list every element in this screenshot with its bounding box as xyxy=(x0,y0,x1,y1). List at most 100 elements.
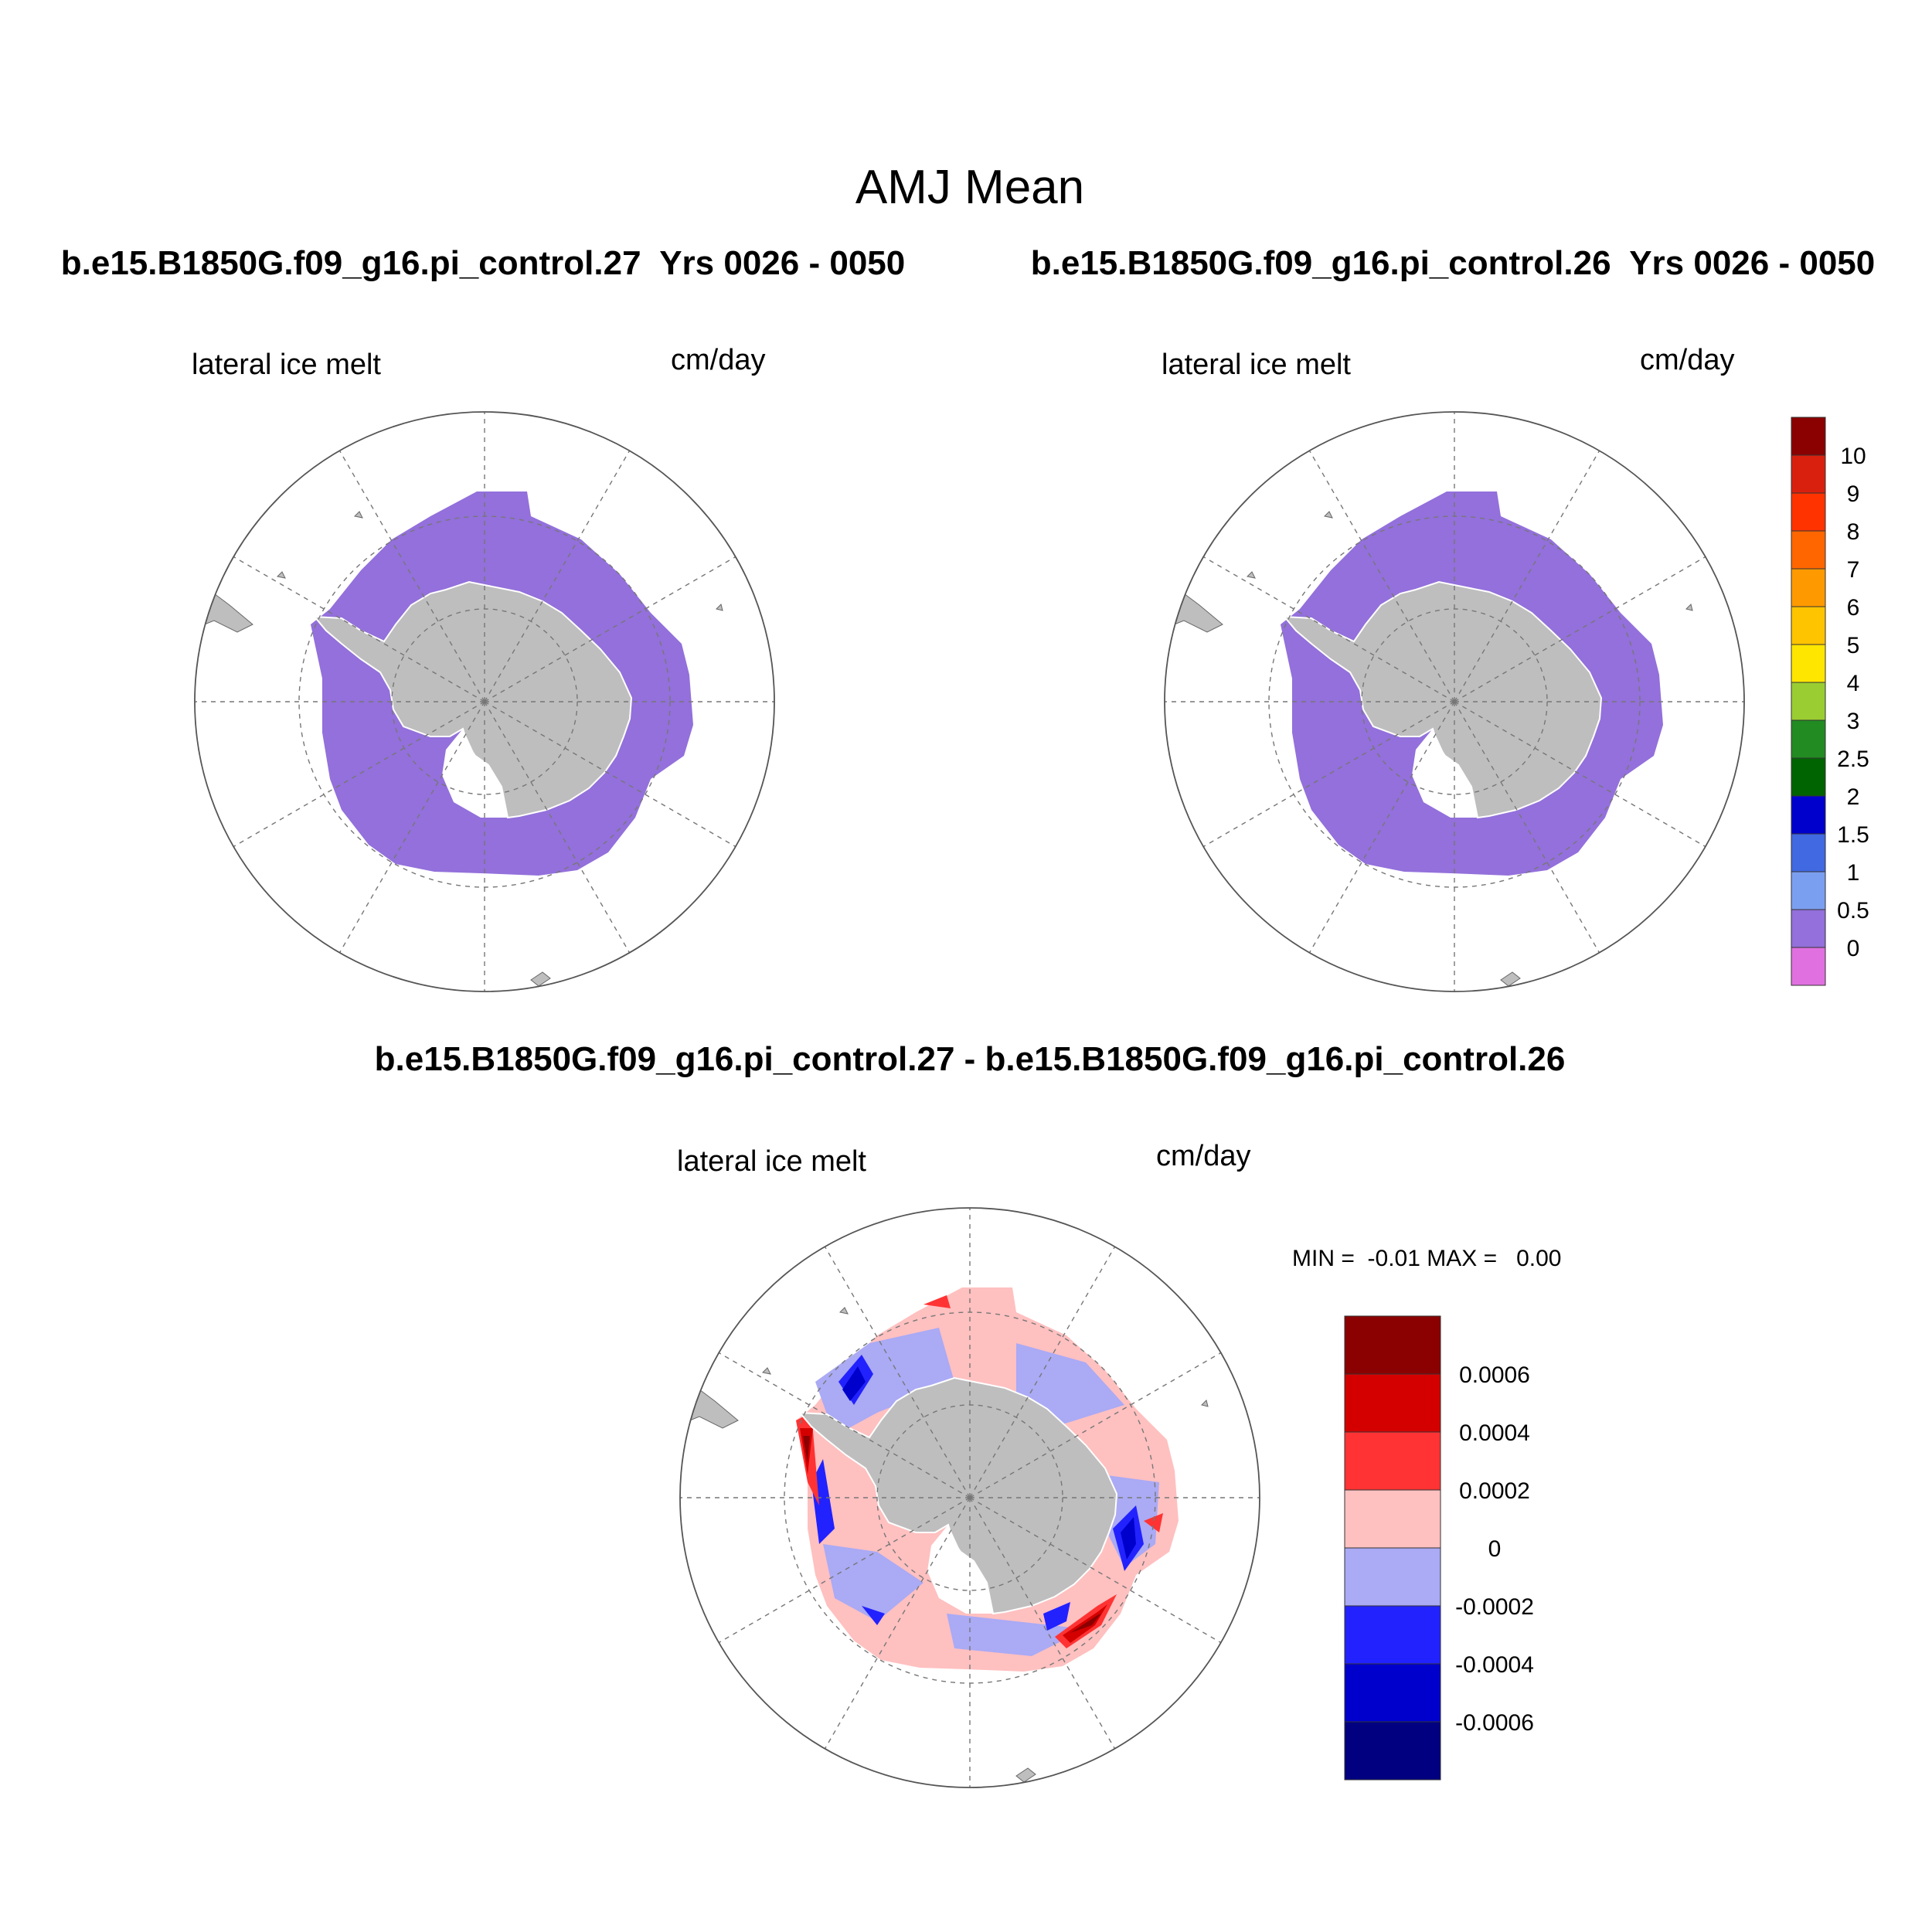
colorbar-main-label: 6 xyxy=(1847,595,1860,621)
island xyxy=(761,1367,771,1375)
graticule-meridian xyxy=(1454,701,1706,848)
colorbar-diff-swatch xyxy=(1344,1315,1441,1375)
diff-anomaly-region xyxy=(1043,1602,1070,1631)
panel-b-units: cm/day xyxy=(1640,344,1734,376)
colorbar-main-swatch xyxy=(1791,492,1826,532)
colorbar-main-label: 9 xyxy=(1847,481,1860,507)
panel-b-variable: lateral ice melt xyxy=(1162,349,1351,381)
diff-anomaly-region xyxy=(842,1366,866,1401)
graticule-parallel xyxy=(1268,515,1641,888)
colorbar-main-swatch xyxy=(1791,417,1826,456)
graticule-parallel xyxy=(1361,608,1548,795)
diff-anomaly-region xyxy=(823,1544,923,1621)
graticule-meridian xyxy=(1202,556,1455,702)
island xyxy=(838,1307,849,1315)
panel-a-heading: b.e15.B1850G.f09_g16.pi_control.27 Yrs 0… xyxy=(61,244,905,282)
island xyxy=(1015,1767,1036,1783)
map-boundary xyxy=(194,411,775,992)
colorbar-main-swatch xyxy=(1791,909,1826,948)
graticule-parallel xyxy=(876,1404,1063,1591)
diff-anomaly-region xyxy=(862,1606,885,1625)
ice-shelf xyxy=(442,729,508,818)
colorbar-main-label: 0.5 xyxy=(1837,898,1869,923)
graticule-meridian xyxy=(969,1497,1222,1644)
colorbar-main-label: 8 xyxy=(1847,519,1860,545)
graticule-meridian xyxy=(718,1497,971,1644)
panel-diff-map xyxy=(679,1207,1260,1788)
colorbar-main-swatch xyxy=(1791,947,1826,986)
colorbar-diff-label: -0.0006 xyxy=(1455,1710,1534,1736)
colorbar-main-label: 2 xyxy=(1847,784,1860,810)
panel-diff-stats: MIN = -0.01 MAX = 0.00 xyxy=(1292,1246,1562,1271)
island xyxy=(353,511,363,519)
diff-anomaly-region xyxy=(1016,1343,1124,1424)
colorbar-main-label: 1.5 xyxy=(1837,822,1869,848)
south-america-landmass xyxy=(680,1389,739,1429)
colorbar-diff-label: 0.0002 xyxy=(1459,1478,1530,1504)
graticule-meridian xyxy=(1454,450,1600,702)
colorbar-diff-label: -0.0004 xyxy=(1455,1652,1534,1678)
graticule-meridian xyxy=(484,701,631,954)
graticule-meridian xyxy=(1308,450,1455,702)
graticule-meridian xyxy=(718,1352,971,1498)
colorbar-diff-label: 0.0004 xyxy=(1459,1420,1530,1446)
colorbar-main-label: 10 xyxy=(1840,444,1866,469)
island xyxy=(530,971,551,987)
colorbar-diff-swatch xyxy=(1344,1663,1441,1723)
colorbar-main-swatch xyxy=(1791,795,1826,835)
island xyxy=(1246,571,1256,579)
colorbar-main-swatch xyxy=(1791,719,1826,759)
graticule-meridian xyxy=(1202,701,1455,848)
colorbar-main-swatch xyxy=(1791,568,1826,607)
colorbar-main-label: 2.5 xyxy=(1837,747,1869,772)
graticule-parallel xyxy=(298,515,671,888)
diff-anomaly-region xyxy=(811,1459,835,1544)
island xyxy=(716,604,723,611)
graticule-meridian xyxy=(1454,556,1706,702)
colorbar-main-swatch xyxy=(1791,757,1826,797)
graticule-meridian xyxy=(233,556,485,702)
panel-diff-heading: b.e15.B1850G.f09_g16.pi_control.27 - b.e… xyxy=(375,1040,1566,1078)
colorbar-main-swatch xyxy=(1791,682,1826,721)
colorbar-main-swatch xyxy=(1791,644,1826,683)
ice-shelf xyxy=(1412,729,1478,818)
panel-diff-units: cm/day xyxy=(1156,1140,1250,1172)
graticule-meridian xyxy=(969,1497,1116,1750)
graticule-meridian xyxy=(969,1246,1116,1498)
graticule-meridian xyxy=(824,1246,971,1498)
colorbar-main-label: 7 xyxy=(1847,557,1860,583)
panel-b-heading: b.e15.B1850G.f09_g16.pi_control.26 Yrs 0… xyxy=(1031,244,1875,282)
graticule-meridian xyxy=(338,450,485,702)
diff-anomaly-region xyxy=(815,1328,954,1436)
graticule-parallel xyxy=(391,608,578,795)
graticule-meridian xyxy=(484,450,631,702)
graticule-meridian xyxy=(1454,701,1600,954)
map-boundary xyxy=(679,1207,1260,1788)
colorbar-main: 10 9 8 7 6 5 4 3 2.5 2 1.5 1 0.5 0 xyxy=(1791,417,1869,986)
colorbar-diff-swatch xyxy=(1344,1721,1441,1781)
colorbar-main-swatch xyxy=(1791,454,1826,494)
panel-a-units: cm/day xyxy=(671,344,765,376)
graticule-meridian xyxy=(969,1352,1222,1498)
ice-shelf xyxy=(927,1525,993,1614)
colorbar-main-label: 0 xyxy=(1847,936,1860,961)
diff-anomaly-region xyxy=(947,1614,1086,1656)
colorbar-main-swatch xyxy=(1791,606,1826,645)
island xyxy=(1201,1400,1209,1407)
colorbar-main-swatch xyxy=(1791,530,1826,570)
graticule-meridian xyxy=(484,556,736,702)
graticule-meridian xyxy=(1308,701,1455,954)
south-america-landmass xyxy=(195,593,253,633)
diff-anomaly-region xyxy=(923,1295,951,1308)
island xyxy=(1323,511,1333,519)
colorbar-main-label: 5 xyxy=(1847,633,1860,658)
colorbar-diff: 0.0006 0.0004 0.0002 0 -0.0002 -0.0004 -0.0006 xyxy=(1344,1315,1534,1781)
diff-anomaly-region xyxy=(1144,1513,1163,1532)
colorbar-main-swatch xyxy=(1791,833,1826,872)
colorbar-main-label: 4 xyxy=(1847,671,1860,696)
diff-anomaly-region xyxy=(803,1436,810,1463)
colorbar-diff-swatch xyxy=(1344,1373,1441,1433)
colorbar-diff-swatch xyxy=(1344,1605,1441,1665)
panel-b-map xyxy=(1164,411,1745,992)
